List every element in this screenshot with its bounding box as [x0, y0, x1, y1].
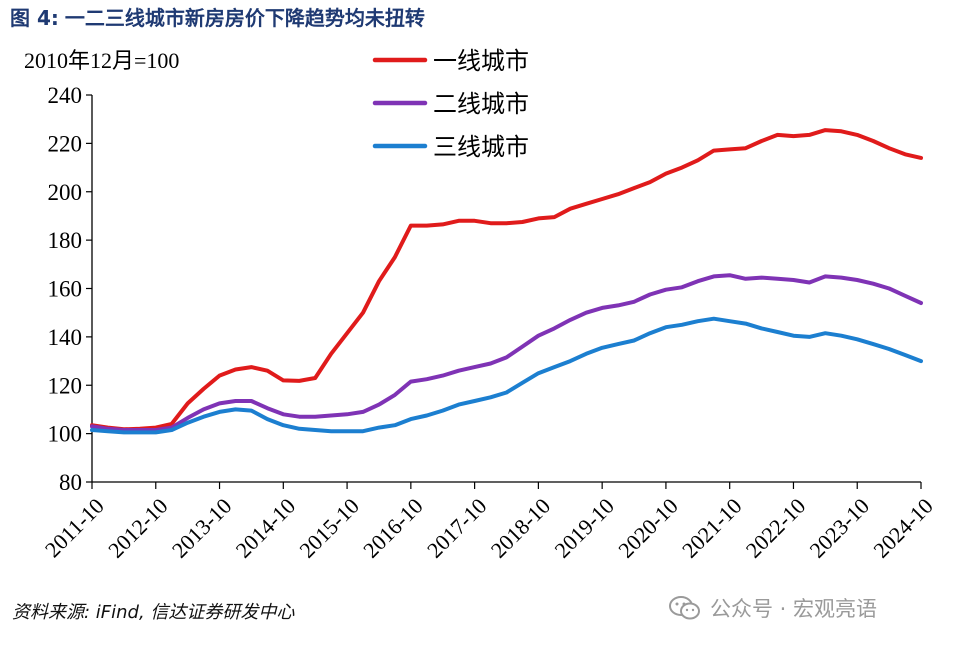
x-tick-label: 2022-10: [741, 493, 811, 563]
legend-label-1: 一线城市: [433, 47, 529, 75]
y-tick-label: 100: [48, 422, 83, 447]
x-tick-label: 2021-10: [677, 493, 747, 563]
x-tick-label: 2024-10: [868, 493, 938, 563]
y-tick-label: 140: [48, 325, 83, 350]
figure-title-text: 一二三线城市新房房价下降趋势均未扭转: [64, 6, 425, 30]
y-tick-label: 220: [48, 131, 83, 156]
series-line-1: [90, 128, 923, 432]
figure-number: 图 4:: [10, 6, 59, 30]
x-tick-label: 2019-10: [549, 493, 619, 563]
x-tick-label: 2014-10: [231, 493, 301, 563]
series-line-2: [90, 273, 923, 432]
x-tick-label: 2023-10: [805, 493, 875, 563]
legend-label-2: 二线城市: [433, 90, 529, 118]
x-tick-label: 2020-10: [613, 493, 683, 563]
figure-title: 图 4: 一二三线城市新房房价下降趋势均未扭转: [10, 2, 425, 31]
series-lines: [90, 128, 923, 435]
y-tick-label: 80: [59, 470, 82, 495]
series-line-3: [90, 316, 923, 435]
watermark: 公众号 · 宏观亮语: [668, 593, 877, 623]
x-tick-label: 2013-10: [167, 493, 237, 563]
source-note: 资料来源: iFind, 信达证券研发中心: [12, 602, 295, 623]
unit-note: 2010年12月=100: [24, 48, 179, 73]
y-tick-label: 180: [48, 228, 83, 253]
x-tick-label: 2018-10: [486, 493, 556, 563]
x-tick-label: 2011-10: [40, 493, 109, 562]
y-tick-label: 120: [48, 373, 83, 398]
y-tick-label: 200: [48, 180, 83, 205]
wechat-icon: [669, 596, 700, 620]
watermark-text: 公众号 · 宏观亮语: [710, 597, 878, 621]
x-tick-label: 2015-10: [294, 493, 364, 563]
x-tick-label: 2016-10: [358, 493, 428, 563]
x-tick-label: 2012-10: [103, 493, 173, 563]
y-tick-label: 240: [48, 83, 83, 108]
legend-label-3: 三线城市: [433, 133, 529, 161]
x-tick-label: 2017-10: [422, 493, 492, 563]
y-tick-label: 160: [48, 277, 83, 302]
